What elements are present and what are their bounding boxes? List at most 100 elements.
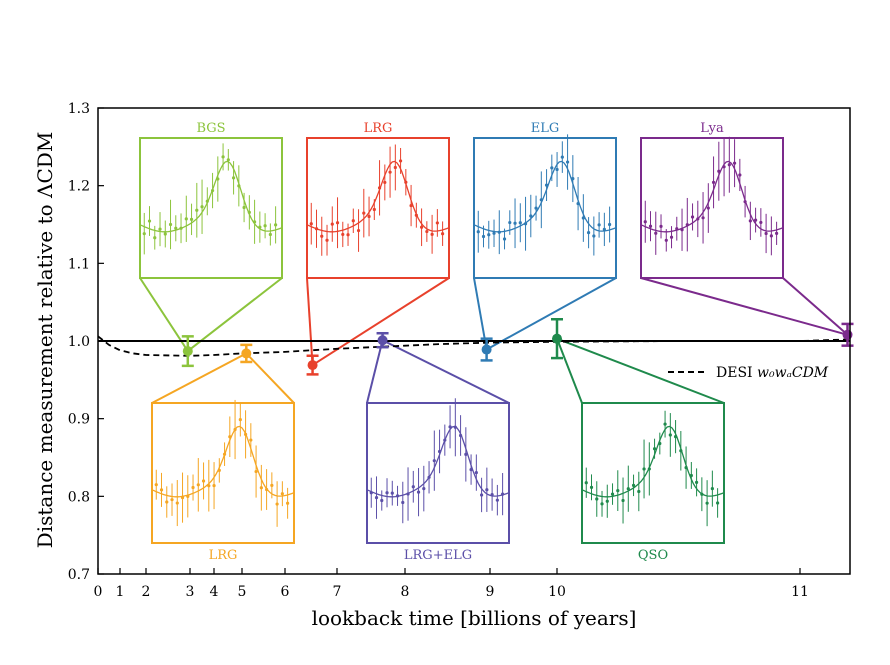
inset-point <box>608 222 612 227</box>
inset-point <box>769 234 773 238</box>
x-tick-label: 10 <box>548 584 566 600</box>
inset-point <box>711 180 716 184</box>
inset-point <box>685 223 689 227</box>
inset-point <box>147 219 152 223</box>
inset-point <box>401 500 405 505</box>
inset-point <box>374 496 379 500</box>
inset-point <box>314 227 319 231</box>
inset-point <box>422 486 426 491</box>
inset-point <box>259 486 263 490</box>
inset-point <box>759 220 763 225</box>
y-tick-label: 1.1 <box>68 256 90 272</box>
inset-point <box>717 169 721 173</box>
inset-point <box>689 473 693 478</box>
inset-lya: Lya <box>640 121 849 336</box>
data-point-lya <box>841 322 854 347</box>
inset-connector <box>187 277 283 352</box>
inset-point <box>432 459 436 463</box>
inset-point <box>732 161 737 165</box>
data-point-lrg-elg <box>376 331 389 349</box>
inset-point <box>648 224 653 228</box>
inset-point <box>377 186 382 190</box>
inset-point <box>238 418 242 422</box>
inset-point <box>748 219 752 223</box>
inset-point <box>626 487 630 491</box>
inset-point <box>502 237 507 241</box>
inset-point <box>474 471 478 475</box>
inset-point <box>388 170 392 174</box>
inset-point <box>207 484 211 488</box>
inset-point <box>385 491 389 495</box>
inset-point <box>383 180 387 185</box>
inset-label: LRG+ELG <box>404 548 472 563</box>
inset-point <box>437 449 442 454</box>
inset-point <box>372 207 376 212</box>
inset-point <box>427 475 431 479</box>
x-tick-label: 1 <box>116 584 125 600</box>
data-point-qso <box>551 318 563 360</box>
inset-point <box>212 484 216 488</box>
inset-point <box>565 160 570 164</box>
inset-point <box>180 496 185 500</box>
inset-point <box>654 231 658 235</box>
inset-point <box>663 422 667 426</box>
inset-point <box>605 499 609 503</box>
inset-point <box>263 224 267 228</box>
inset-point <box>706 206 710 210</box>
inset-box <box>473 137 617 279</box>
inset-point <box>534 206 538 210</box>
inset-point <box>404 180 408 184</box>
data-point <box>842 329 853 340</box>
inset-label: LRG <box>364 121 393 136</box>
inset-point <box>231 176 236 180</box>
inset-point <box>589 485 594 489</box>
inset-point <box>595 497 599 501</box>
data-point-lrg <box>240 343 253 364</box>
inset-point <box>684 466 688 470</box>
inset-point <box>586 231 591 235</box>
inset-point <box>642 467 646 471</box>
y-tick-label: 1.0 <box>68 334 90 350</box>
inset-point <box>268 232 272 237</box>
x-tick-label: 0 <box>94 584 103 600</box>
x-tick-label: 7 <box>333 584 342 600</box>
inset-point <box>411 485 415 489</box>
data-point <box>307 360 318 371</box>
inset-model-curve <box>139 160 283 233</box>
inset-point <box>274 223 278 227</box>
inset-point <box>722 165 726 169</box>
inset-point <box>643 220 647 224</box>
inset-point <box>419 225 424 229</box>
inset-point <box>258 225 262 229</box>
inset-point <box>341 232 345 237</box>
inset-box <box>151 402 295 544</box>
data-point <box>182 346 193 357</box>
inset-point <box>330 222 334 226</box>
inset-point <box>243 432 248 436</box>
inset-point <box>481 234 486 239</box>
inset-point <box>154 483 158 487</box>
inset-connector <box>245 352 295 404</box>
inset-point <box>189 217 194 221</box>
inset-box <box>640 137 784 279</box>
x-tick-label: 2 <box>142 584 151 600</box>
inset-point <box>497 230 501 234</box>
inset-point <box>249 438 253 442</box>
inset-connector <box>139 277 189 352</box>
inset-connector <box>151 352 247 404</box>
inset-label: LRG <box>209 548 238 563</box>
inset-point <box>529 214 533 218</box>
inset-connector <box>556 337 725 404</box>
inset-point <box>705 501 709 505</box>
inset-point <box>254 469 258 474</box>
x-tick-label: 5 <box>238 584 247 600</box>
inset-bgs: BGS <box>139 121 283 352</box>
inset-point <box>592 234 596 238</box>
data-layer <box>97 318 854 376</box>
inset-point <box>409 203 413 208</box>
inset-model-curve <box>306 160 450 233</box>
inset-point <box>435 221 439 225</box>
axes-layer: 0.7 0.8 0.9 1.0 1.1 1.2 1.3 0 1 2 3 4 5 6 7 8 9 10 11 <box>68 101 851 600</box>
inset-point <box>597 223 601 227</box>
